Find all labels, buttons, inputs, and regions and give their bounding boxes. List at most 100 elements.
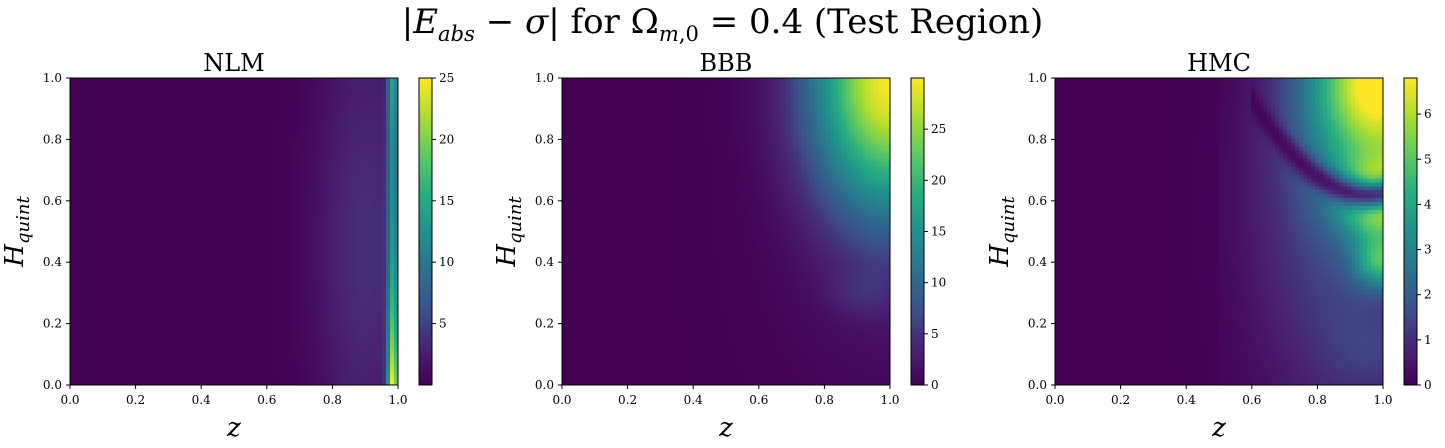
heatmap-cell: [170, 245, 175, 251]
heatmap-cell: [210, 277, 215, 282]
heatmap-cell: [174, 293, 179, 298]
heatmap-cell: [238, 181, 243, 187]
heatmap-cell: [326, 281, 331, 286]
heatmap-cell: [182, 265, 187, 270]
heatmap-cell: [314, 265, 319, 270]
heatmap-cell: [150, 233, 155, 239]
heatmap-cell: [306, 201, 311, 207]
heatmap-cell: [198, 105, 203, 111]
heatmap-cell: [274, 193, 279, 199]
heatmap-cell: [258, 345, 263, 350]
heatmap-cell: [194, 97, 199, 103]
heatmap-cell: [202, 293, 207, 298]
heatmap-cell: [122, 265, 127, 270]
heatmap-cell: [134, 125, 139, 131]
heatmap-cell: [226, 113, 231, 119]
heatmap-cell: [114, 249, 119, 255]
heatmap-cell: [126, 229, 131, 235]
heatmap-cell: [306, 381, 311, 386]
heatmap-cell: [246, 357, 251, 362]
heatmap-cell: [94, 369, 99, 374]
heatmap-cell: [142, 165, 147, 171]
heatmap-cell: [142, 305, 147, 310]
heatmap-cell: [122, 325, 127, 330]
heatmap-cell: [82, 257, 87, 263]
heatmap-cell: [170, 313, 175, 318]
heatmap-cell: [110, 237, 115, 243]
heatmap-cell: [174, 245, 179, 251]
heatmap-cell: [214, 341, 219, 346]
heatmap-cell: [230, 301, 235, 306]
heatmap-cell: [134, 377, 139, 382]
heatmap-cell: [214, 205, 219, 211]
heatmap-cell: [290, 201, 295, 207]
heatmap-cell: [250, 241, 255, 247]
heatmap-cell: [230, 121, 235, 127]
heatmap-cell: [246, 145, 251, 151]
heatmap-cell: [166, 185, 171, 191]
heatmap-cell: [106, 81, 111, 87]
heatmap-cell: [138, 145, 143, 151]
heatmap-cell: [254, 337, 259, 342]
heatmap-cell: [250, 145, 255, 151]
heatmap-cell: [278, 273, 283, 278]
heatmap-cell: [230, 345, 235, 350]
heatmap-cell: [94, 209, 99, 215]
heatmap-cell: [178, 353, 183, 358]
heatmap-cell: [234, 221, 239, 227]
heatmap-cell: [162, 121, 167, 127]
heatmap-cell: [270, 157, 275, 163]
heatmap-cell: [314, 201, 319, 207]
heatmap-cell: [194, 365, 199, 370]
heatmap-cell: [122, 109, 127, 115]
heatmap-cell: [254, 113, 259, 119]
heatmap-cell: [150, 97, 155, 103]
heatmap-cell: [158, 137, 163, 143]
heatmap-cell: [306, 205, 311, 211]
heatmap-cell: [190, 141, 195, 147]
heatmap-cell: [142, 193, 147, 199]
heatmap-cell: [210, 161, 215, 167]
heatmap-cell: [290, 113, 295, 119]
heatmap-cell: [78, 241, 83, 247]
heatmap-cell: [222, 281, 227, 286]
heatmap-cell: [162, 237, 167, 243]
heatmap-cell: [282, 265, 287, 270]
heatmap-cell: [246, 281, 251, 286]
heatmap-cell: [110, 245, 115, 251]
heatmap-cell: [94, 125, 99, 131]
heatmap-cell: [318, 189, 323, 195]
heatmap-cell: [306, 293, 311, 298]
heatmap-cell: [266, 133, 271, 139]
heatmap-cell: [202, 169, 207, 175]
heatmap-cell: [222, 225, 227, 231]
heatmap-cell: [82, 329, 87, 334]
heatmap-cell: [138, 169, 143, 175]
heatmap-cell: [170, 321, 175, 326]
heatmap-cell: [242, 317, 247, 322]
heatmap-cell: [310, 325, 315, 330]
heatmap-cell: [266, 261, 271, 266]
heatmap-cell: [94, 377, 99, 382]
heatmap-cell: [286, 205, 291, 211]
heatmap-cell: [94, 193, 99, 199]
heatmap-cell: [238, 369, 243, 374]
heatmap-cell: [266, 289, 271, 294]
heatmap-cell: [210, 301, 215, 306]
heatmap-cell: [258, 165, 263, 171]
heatmap-cell: [282, 133, 287, 139]
heatmap-cell: [230, 257, 235, 263]
heatmap-cell: [314, 293, 319, 298]
heatmap-cell: [182, 189, 187, 195]
heatmap-cell: [262, 201, 267, 207]
heatmap-cell: [318, 141, 323, 147]
heatmap-cell: [78, 245, 83, 251]
heatmap-cell: [282, 161, 287, 167]
heatmap-cell: [86, 113, 91, 119]
heatmap-cell: [174, 181, 179, 187]
heatmap-cell: [146, 349, 151, 354]
heatmap-cell: [82, 333, 87, 338]
heatmap-cell: [166, 253, 171, 259]
heatmap-cell: [134, 277, 139, 282]
heatmap-cell: [266, 177, 271, 183]
